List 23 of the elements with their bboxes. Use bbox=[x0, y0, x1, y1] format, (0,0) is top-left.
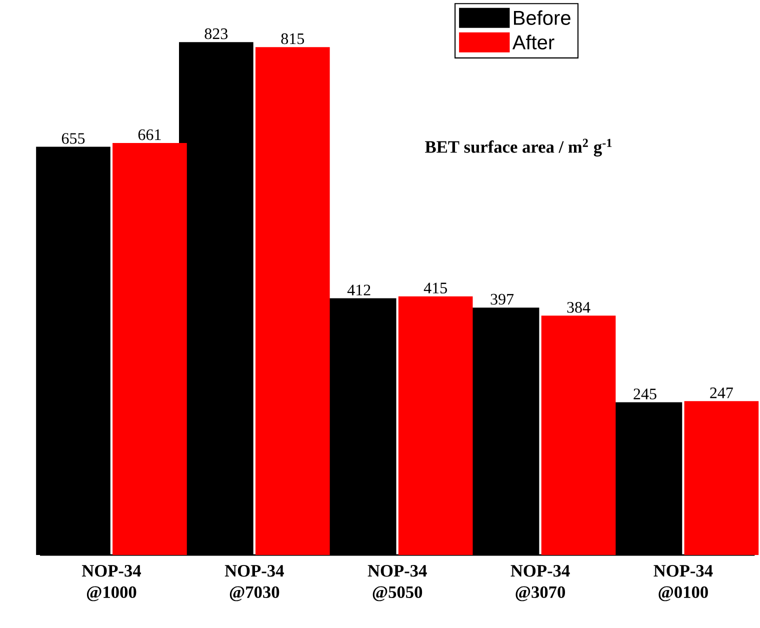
data-label: 412 bbox=[347, 284, 370, 296]
data-label: 245 bbox=[634, 388, 656, 400]
data-label: 655 bbox=[62, 133, 85, 144]
bar bbox=[684, 401, 759, 555]
legend-label: Before bbox=[514, 10, 570, 25]
x-tick-label: NOP-34 @3070 bbox=[510, 565, 570, 602]
data-label: 661 bbox=[138, 129, 161, 140]
chart-title: BET surface area / m$^{2}$ g$^{-1}$ bbox=[425, 138, 612, 156]
data-label: 247 bbox=[710, 388, 733, 398]
data-label: 415 bbox=[424, 282, 447, 294]
x-tick-label: NOP-34 @0100 bbox=[654, 565, 713, 602]
data-label: 397 bbox=[490, 294, 514, 305]
legend-label: After bbox=[512, 34, 554, 50]
x-tick-label: NOP-34 @1000 bbox=[82, 565, 141, 602]
bar bbox=[541, 316, 616, 555]
data-label: 384 bbox=[567, 302, 590, 313]
data-label: 823 bbox=[204, 28, 228, 40]
bar bbox=[112, 143, 187, 555]
bar bbox=[398, 296, 473, 555]
x-tick-label: NOP-34 @5050 bbox=[368, 565, 427, 602]
bar bbox=[255, 47, 330, 555]
data-label: 815 bbox=[281, 33, 304, 44]
x-tick-label: NOP-34 @7030 bbox=[224, 565, 284, 602]
